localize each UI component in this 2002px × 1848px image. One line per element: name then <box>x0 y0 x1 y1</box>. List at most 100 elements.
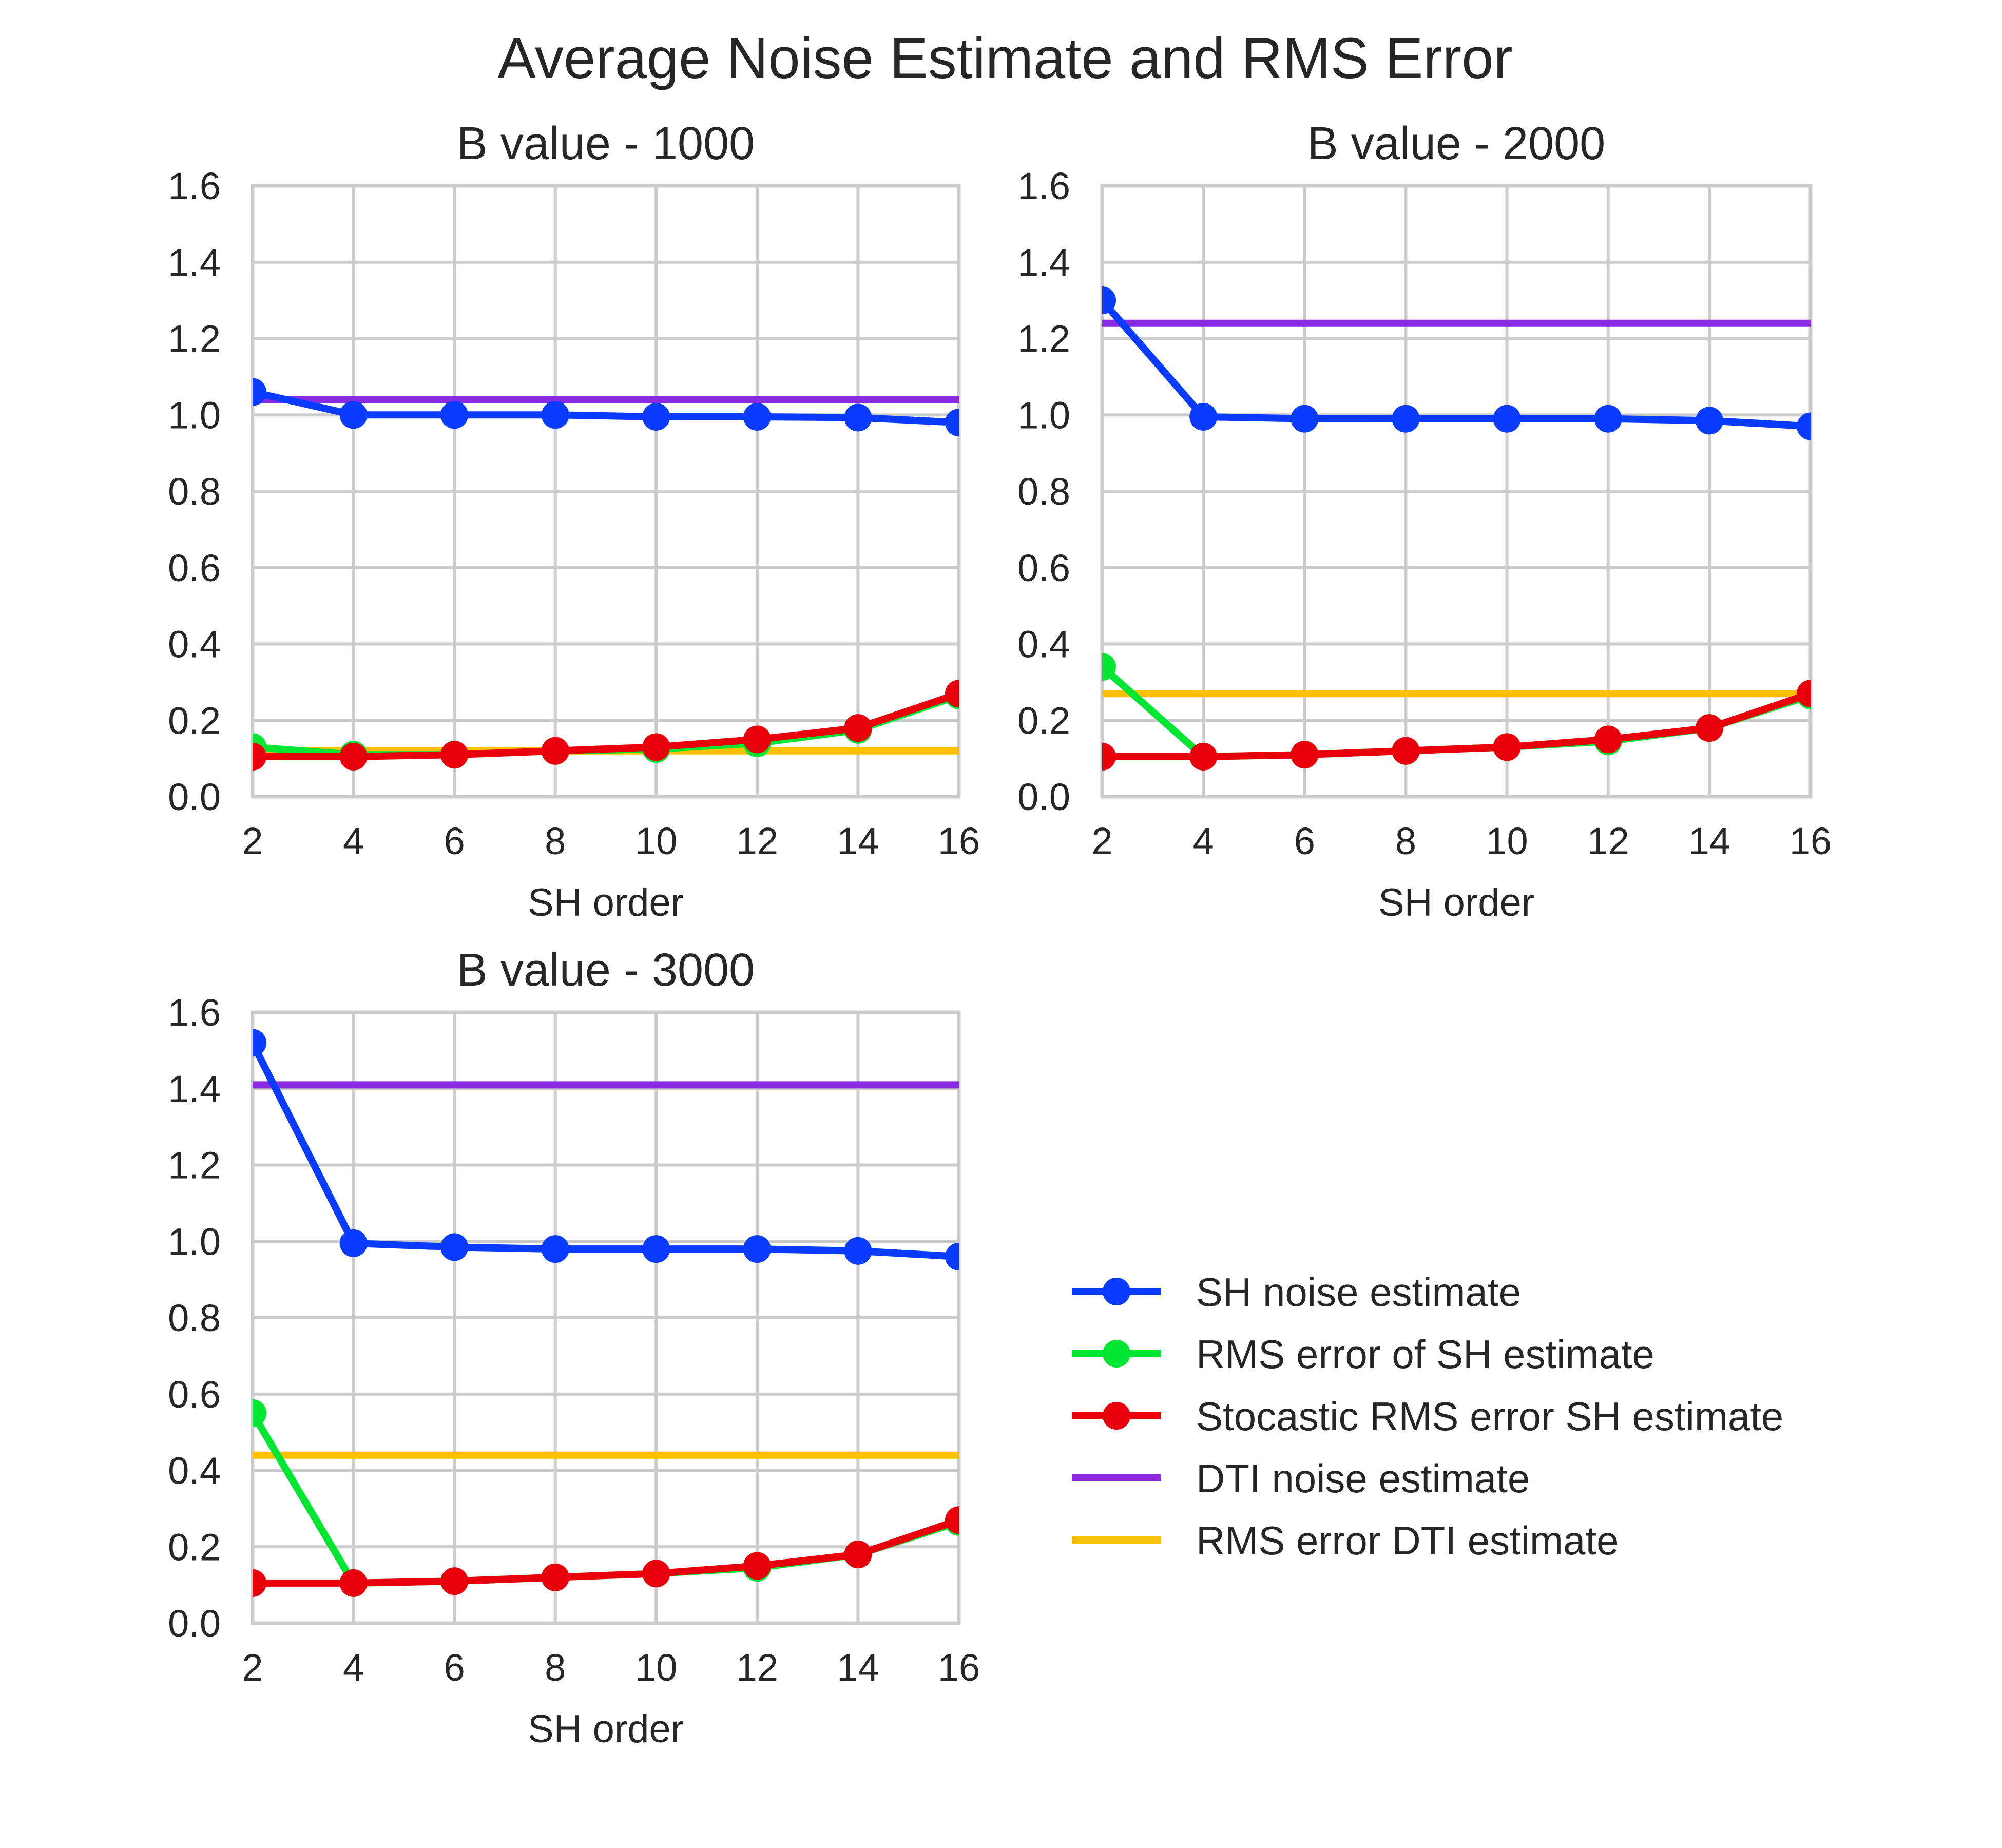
plot-frame <box>1100 184 1813 799</box>
data-point-stocastic-rms-error-sh-estimate <box>440 1567 469 1595</box>
x-tick-label: 12 <box>736 820 778 862</box>
plot-frame <box>251 1010 961 1625</box>
y-tick-label: 0.2 <box>1017 699 1070 742</box>
figure-title: Average Noise Estimate and RMS Error <box>497 26 1512 90</box>
data-point-stocastic-rms-error-sh-estimate <box>844 714 872 742</box>
y-tick-label: 0.6 <box>168 547 221 589</box>
panel-3: 2 4 6 8 10 12 14 16 0.0 0.2 0.4 0.6 0.8 1.0 1.2 1.4 1.6 B… <box>168 945 980 1751</box>
data-point-stocastic-rms-error-sh-estimate <box>642 1560 670 1588</box>
data-point-stocastic-rms-error-sh-estimate <box>253 742 266 771</box>
x-tick-label: 14 <box>837 820 879 862</box>
data-point-sh-noise-estimate <box>440 401 469 429</box>
legend-label: RMS error of SH estimate <box>1196 1332 1654 1377</box>
legend-entry: Stocastic RMS error SH estimate <box>1072 1394 1783 1439</box>
y-tick-label: 0.6 <box>1017 547 1070 589</box>
y-tick-label: 1.4 <box>168 241 221 284</box>
data-point-sh-noise-estimate <box>253 378 266 406</box>
series-line-stocastic-rms-error-sh-estimate <box>253 1516 959 1587</box>
data-point-rms-error-of-sh-estimate <box>1102 653 1116 681</box>
y-tick-label: 0.8 <box>1017 470 1070 513</box>
legend-marker <box>1103 1278 1130 1305</box>
x-tick-label: 4 <box>1193 820 1214 862</box>
data-point-sh-noise-estimate <box>1102 286 1116 315</box>
data-point-stocastic-rms-error-sh-estimate <box>339 1569 368 1597</box>
data-point-stocastic-rms-error-sh-estimate <box>1392 737 1420 765</box>
x-tick-label: 14 <box>1688 820 1730 862</box>
x-tick-label: 10 <box>635 1646 677 1689</box>
data-point-sh-noise-estimate <box>339 1229 368 1257</box>
x-tick-label: 6 <box>1294 820 1315 862</box>
data-point-stocastic-rms-error-sh-estimate <box>1291 741 1319 769</box>
panel-2: 2 4 6 8 10 12 14 16 0.0 0.2 0.4 0.6 0.8 1.0 1.2 1.4 1.6 B… <box>1017 118 1832 925</box>
y-tick-label: 0.0 <box>1017 776 1070 818</box>
series-group <box>1102 286 1811 771</box>
series-line-stocastic-rms-error-sh-estimate <box>253 690 959 760</box>
data-point-sh-noise-estimate <box>541 1235 569 1263</box>
data-point-rms-error-of-sh-estimate <box>253 1399 266 1427</box>
x-tick-label: 6 <box>444 820 465 862</box>
data-point-sh-noise-estimate <box>945 1243 959 1270</box>
x-tick-label: 16 <box>938 820 980 862</box>
y-tick-label: 1.4 <box>1017 241 1070 284</box>
y-tick-label: 0.0 <box>168 776 221 818</box>
x-tick-label: 2 <box>1091 820 1112 862</box>
x-axis-label: SH order <box>528 881 684 925</box>
legend-label: SH noise estimate <box>1196 1269 1521 1315</box>
y-tick-label: 1.0 <box>168 394 221 436</box>
data-point-sh-noise-estimate <box>1493 405 1521 433</box>
data-point-sh-noise-estimate <box>1291 405 1319 433</box>
x-axis-label: SH order <box>1378 881 1534 925</box>
y-tick-label: 0.4 <box>168 1450 221 1492</box>
data-point-stocastic-rms-error-sh-estimate <box>642 733 670 761</box>
data-point-sh-noise-estimate <box>541 401 569 429</box>
legend-entry: DTI noise estimate <box>1072 1456 1530 1501</box>
y-tick-label: 0.6 <box>168 1373 221 1416</box>
data-point-stocastic-rms-error-sh-estimate <box>1102 742 1116 771</box>
panel-title: B value - 3000 <box>457 945 755 996</box>
legend-marker <box>1103 1402 1130 1430</box>
data-point-sh-noise-estimate <box>743 1235 771 1263</box>
x-tick-label: 6 <box>444 1646 465 1689</box>
data-point-stocastic-rms-error-sh-estimate <box>339 742 368 771</box>
x-axis-label: SH order <box>528 1707 684 1751</box>
x-tick-label: 8 <box>545 820 566 862</box>
y-tick-label: 1.2 <box>168 318 221 360</box>
x-tick-label: 16 <box>1789 820 1832 862</box>
x-tick-label: 14 <box>837 1646 879 1689</box>
panel-title: B value - 2000 <box>1307 118 1605 169</box>
legend: SH noise estimate RMS error of SH estimat… <box>1072 1269 1783 1563</box>
data-point-sh-noise-estimate <box>1695 407 1723 435</box>
data-point-stocastic-rms-error-sh-estimate <box>253 1569 266 1597</box>
legend-entry: RMS error of SH estimate <box>1072 1332 1654 1377</box>
x-tick-label: 2 <box>242 820 263 862</box>
data-point-sh-noise-estimate <box>1189 402 1218 431</box>
y-tick-label: 1.6 <box>1017 165 1070 207</box>
series-group <box>253 378 959 771</box>
data-point-stocastic-rms-error-sh-estimate <box>945 1506 959 1534</box>
data-point-stocastic-rms-error-sh-estimate <box>945 680 959 708</box>
series-line-sh-noise-estimate <box>253 1041 959 1260</box>
y-tick-label: 1.6 <box>168 991 221 1034</box>
data-point-stocastic-rms-error-sh-estimate <box>743 1552 771 1580</box>
y-tick-label: 1.2 <box>1017 318 1070 360</box>
y-tick-label: 1.0 <box>1017 394 1070 436</box>
data-point-stocastic-rms-error-sh-estimate <box>541 1563 569 1591</box>
data-point-sh-noise-estimate <box>642 402 670 431</box>
plot-frame <box>251 184 961 799</box>
x-tick-label: 10 <box>635 820 677 862</box>
legend-entry: RMS error DTI estimate <box>1072 1518 1619 1563</box>
data-point-sh-noise-estimate <box>743 402 771 431</box>
legend-marker <box>1103 1340 1130 1368</box>
data-point-stocastic-rms-error-sh-estimate <box>743 725 771 754</box>
data-point-stocastic-rms-error-sh-estimate <box>1493 733 1521 761</box>
data-point-sh-noise-estimate <box>440 1233 469 1261</box>
data-point-stocastic-rms-error-sh-estimate <box>1594 725 1622 754</box>
y-tick-label: 0.2 <box>168 699 221 742</box>
data-point-sh-noise-estimate <box>945 409 959 437</box>
data-point-stocastic-rms-error-sh-estimate <box>844 1541 872 1569</box>
x-tick-label: 8 <box>545 1646 566 1689</box>
data-point-sh-noise-estimate <box>1797 412 1811 440</box>
y-tick-label: 0.4 <box>168 623 221 666</box>
data-point-stocastic-rms-error-sh-estimate <box>1797 680 1811 708</box>
